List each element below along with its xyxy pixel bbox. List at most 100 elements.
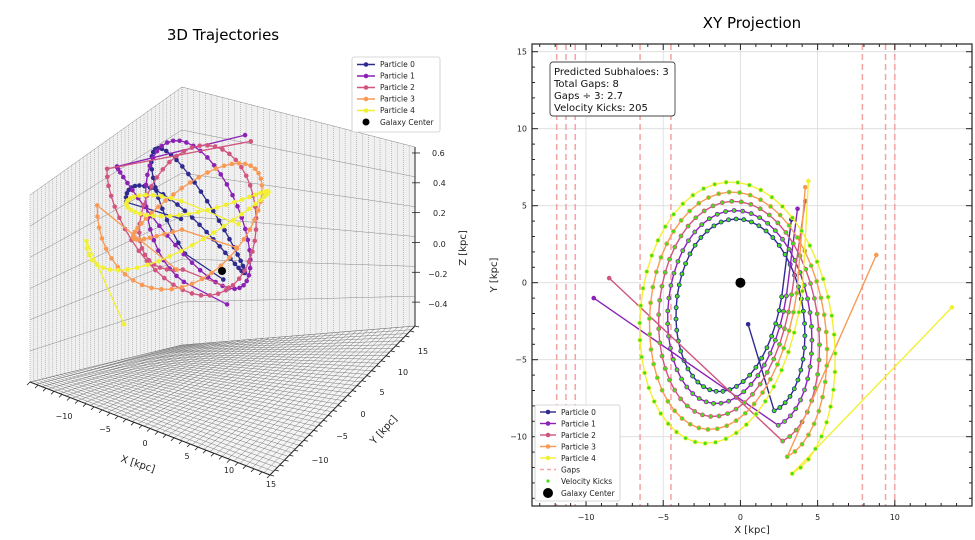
series-3d-point bbox=[131, 194, 137, 199]
velocity-kick bbox=[775, 362, 780, 367]
velocity-kick bbox=[705, 229, 709, 233]
series-3d-point bbox=[137, 211, 143, 217]
velocity-kick bbox=[822, 313, 826, 317]
series-3d-point bbox=[178, 198, 184, 204]
plot-xy-series bbox=[591, 178, 955, 476]
plot-3d-zticks: 0.6 0.4 0.2 0.0 −0.2 −0.4 bbox=[428, 149, 447, 309]
series-3d-point bbox=[189, 281, 195, 287]
series-3d-point bbox=[137, 237, 142, 242]
velocity-kick bbox=[772, 385, 776, 389]
y-axis-tick bbox=[376, 365, 381, 368]
velocity-kick bbox=[715, 427, 719, 431]
velocity-kick bbox=[743, 411, 747, 415]
series-3d-point bbox=[159, 193, 164, 199]
series-3d-point bbox=[217, 243, 222, 249]
x-axis-tick bbox=[82, 403, 87, 407]
velocity-kick bbox=[673, 245, 677, 249]
series-3d-point bbox=[210, 208, 216, 214]
velocity-kick bbox=[686, 239, 690, 243]
grid-line bbox=[124, 358, 361, 383]
series-3d-point bbox=[235, 252, 240, 257]
plot-xy-galaxy-center bbox=[735, 277, 746, 288]
grid-line bbox=[136, 355, 372, 371]
x-tick-label: 5 bbox=[815, 513, 820, 522]
plot-3d-axes bbox=[26, 147, 420, 479]
plot-xy-xlabel: X [kpc] bbox=[734, 525, 770, 536]
series-3d-point bbox=[220, 277, 226, 282]
series-3d-point bbox=[243, 173, 249, 179]
velocity-kick bbox=[739, 200, 743, 204]
grid-line bbox=[251, 327, 398, 469]
x-axis-tick bbox=[34, 384, 39, 389]
velocity-kick bbox=[823, 380, 827, 384]
y-axis-tick bbox=[298, 444, 304, 447]
series-3d-point bbox=[154, 233, 159, 239]
series-3d-point bbox=[150, 149, 156, 155]
series-3d-point bbox=[174, 267, 180, 272]
velocity-kick bbox=[783, 401, 787, 405]
series-3d-point bbox=[239, 215, 245, 220]
velocity-kick bbox=[800, 442, 804, 446]
velocity-kick bbox=[734, 384, 739, 389]
velocity-kick bbox=[663, 225, 667, 229]
series-3d-point bbox=[130, 187, 135, 193]
legend-marker bbox=[363, 85, 369, 90]
x-axis-tick bbox=[74, 400, 79, 404]
velocity-kick bbox=[706, 195, 711, 200]
velocity-kick bbox=[788, 394, 792, 398]
x-tick-label: 0 bbox=[738, 513, 743, 522]
grid-line bbox=[155, 334, 305, 432]
velocity-kick bbox=[790, 471, 794, 476]
grid-line bbox=[109, 362, 347, 398]
velocity-kick bbox=[742, 401, 747, 405]
velocity-kick bbox=[808, 244, 812, 248]
grid-line bbox=[128, 357, 365, 379]
velocity-kick bbox=[781, 439, 785, 443]
x-axis-tick bbox=[98, 409, 103, 414]
velocity-kick bbox=[652, 399, 656, 404]
velocity-kick bbox=[804, 267, 808, 271]
velocity-kick bbox=[808, 365, 812, 369]
legend-label: Particle 1 bbox=[561, 420, 596, 429]
series-3d-point bbox=[161, 231, 167, 237]
velocity-kick bbox=[694, 216, 698, 220]
series-3d-point bbox=[179, 227, 185, 232]
velocity-kick bbox=[659, 255, 663, 260]
series-endpoint bbox=[873, 252, 879, 258]
series-3d-point bbox=[156, 204, 161, 210]
velocity-kick bbox=[777, 308, 781, 313]
series-3d-point bbox=[153, 267, 158, 273]
plot-3d-ytick: −10 bbox=[312, 456, 329, 465]
series-3d-point bbox=[247, 227, 253, 232]
series-3d-point bbox=[154, 148, 160, 154]
velocity-kick bbox=[793, 258, 797, 262]
velocity-kick bbox=[648, 301, 653, 305]
plot-3d-ztick: 0.4 bbox=[433, 179, 446, 188]
legend-label: Particle 3 bbox=[380, 95, 415, 104]
grid-line bbox=[181, 258, 416, 267]
legend-label: Particle 2 bbox=[561, 431, 596, 440]
velocity-kick bbox=[717, 192, 721, 196]
velocity-kick bbox=[771, 235, 775, 240]
y-axis-tick bbox=[289, 454, 294, 457]
legend-label: Particle 1 bbox=[380, 72, 415, 81]
velocity-kick bbox=[672, 271, 676, 275]
series-3d-point bbox=[239, 164, 244, 170]
velocity-kick bbox=[665, 242, 669, 246]
series-3d-point bbox=[147, 163, 153, 169]
velocity-kick bbox=[808, 310, 812, 315]
series-3d-point bbox=[96, 225, 102, 230]
legend-label: Galaxy Center bbox=[561, 489, 616, 498]
velocity-kick bbox=[784, 294, 789, 298]
series-3d-point bbox=[148, 227, 153, 232]
velocity-kick bbox=[808, 281, 813, 286]
velocity-kick bbox=[679, 397, 683, 401]
velocity-kick bbox=[724, 180, 728, 184]
series-3d-point bbox=[164, 217, 170, 223]
x-axis-tick bbox=[170, 437, 175, 442]
series-3d-point bbox=[151, 213, 156, 219]
plot-3d-ztick: 0.6 bbox=[432, 149, 445, 158]
velocity-kick bbox=[671, 229, 676, 234]
series-3d-point bbox=[117, 170, 123, 175]
velocity-kick bbox=[779, 368, 784, 372]
